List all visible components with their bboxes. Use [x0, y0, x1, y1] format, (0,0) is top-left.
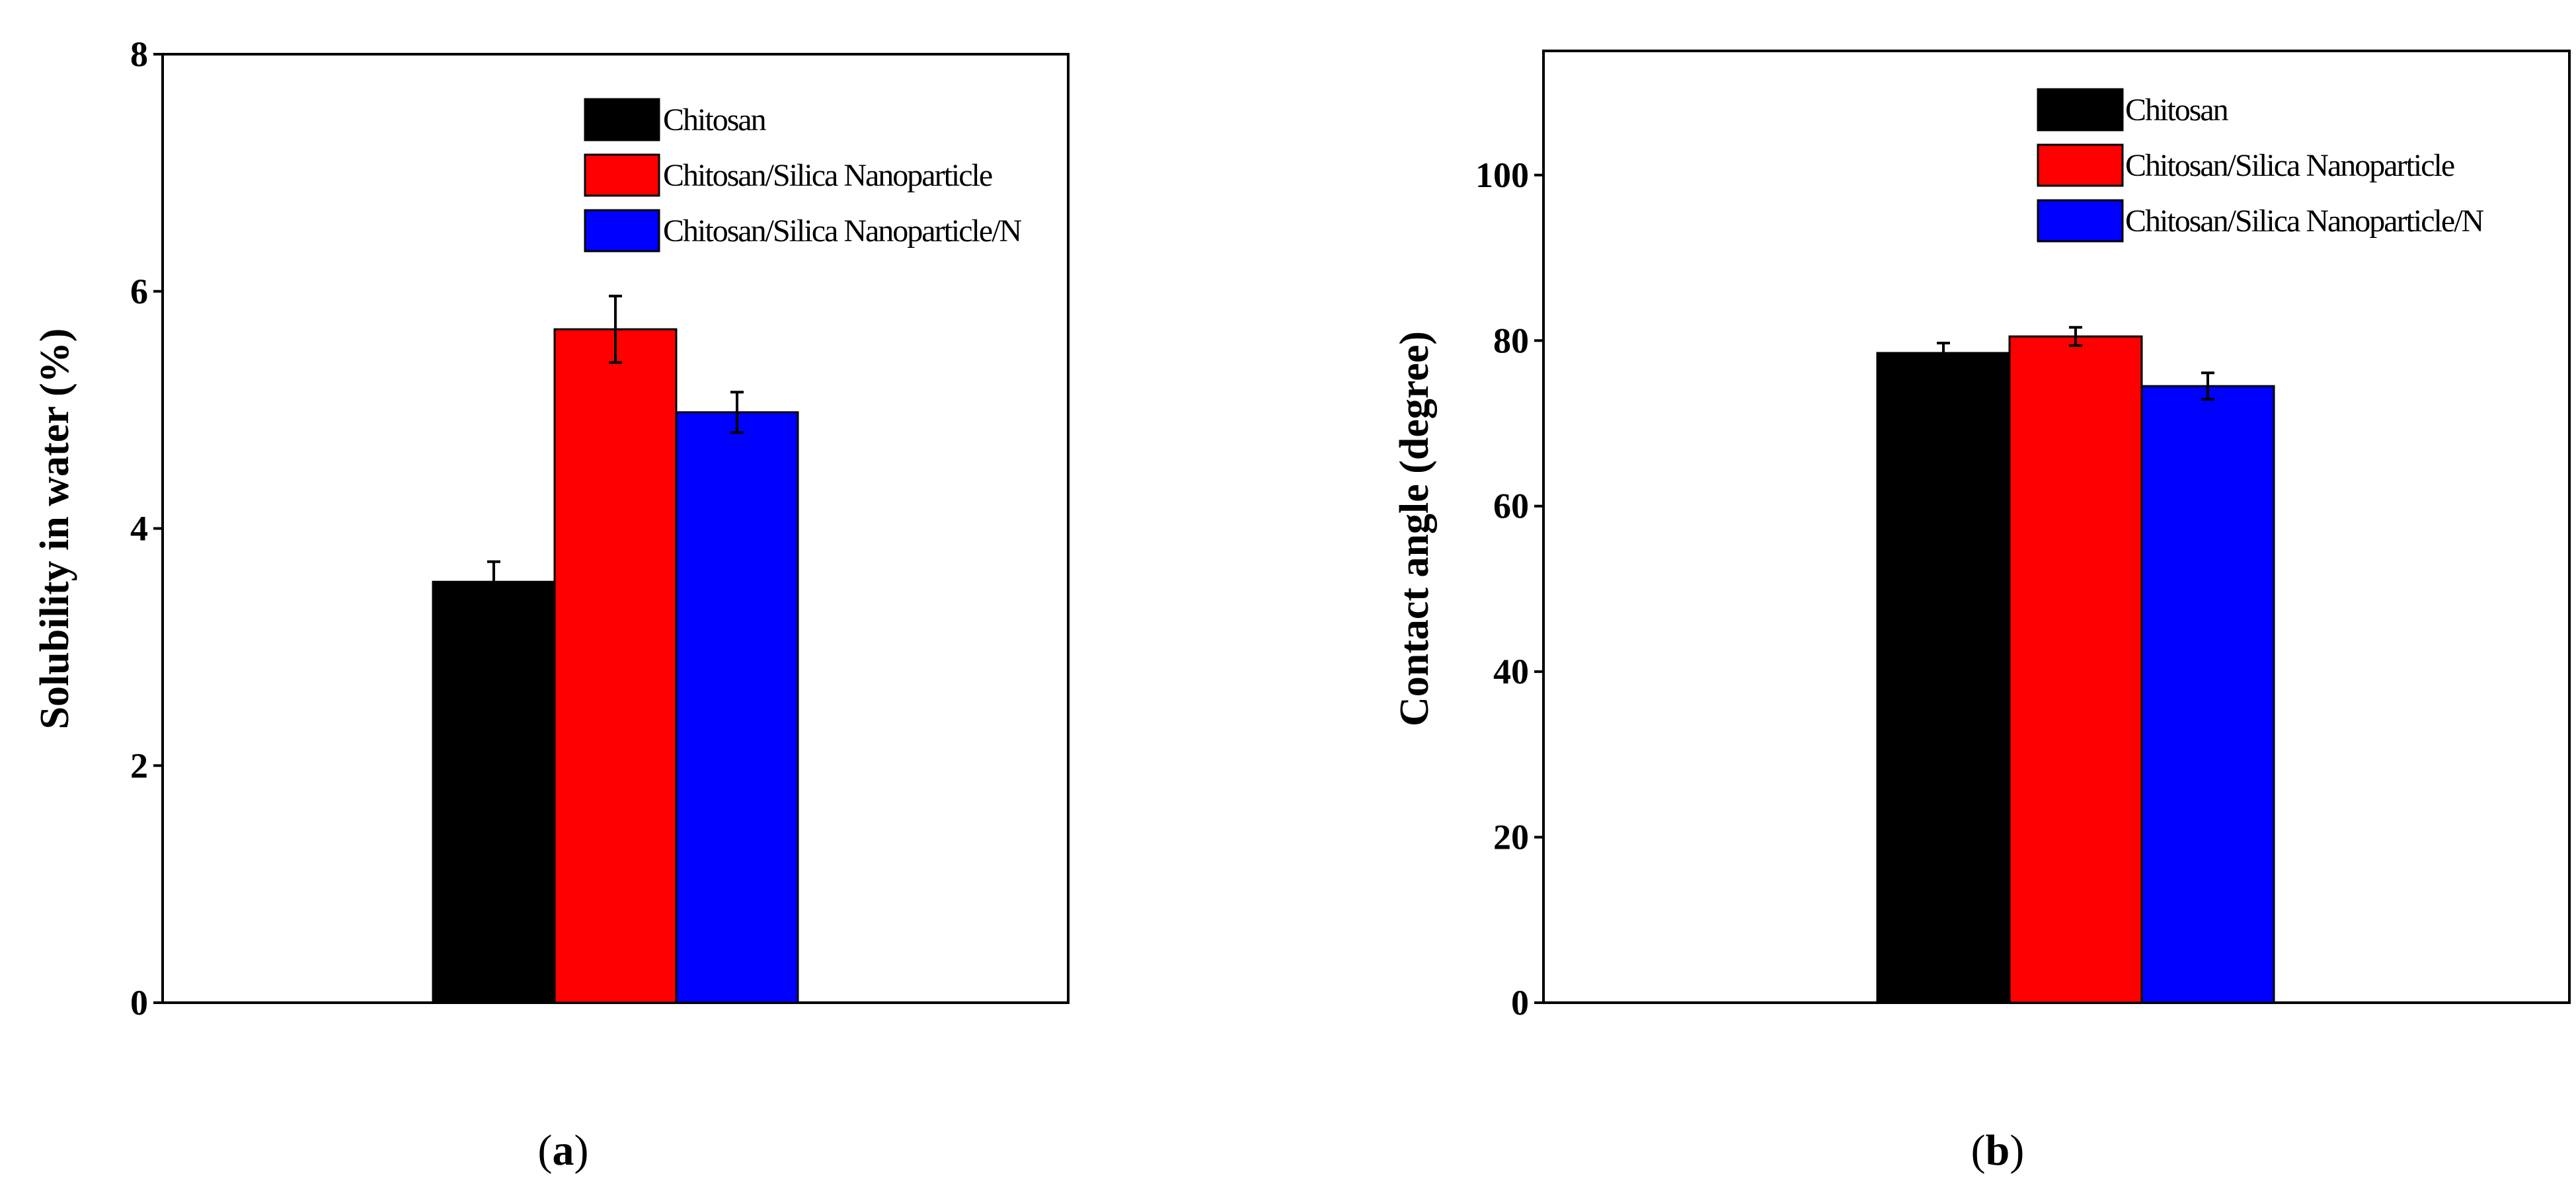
caption-a: (a) — [538, 1126, 589, 1175]
bar-0 — [1876, 352, 2011, 1004]
y-tick-label-3: 6 — [130, 272, 148, 311]
caption-open: ( — [538, 1126, 553, 1175]
y-tick-label-4: 8 — [130, 34, 148, 74]
y-tick-label-3: 60 — [1493, 486, 1529, 526]
y-axis-label: Solubility in water (%) — [32, 329, 77, 730]
caption-letter: b — [1986, 1126, 2010, 1175]
legend-label-1: Chitosan/Silica Nanoparticle — [2125, 148, 2454, 183]
y-axis-label: Contact angle (degree) — [1392, 331, 1437, 726]
legend: Chitosan Chitosan/Silica Nanoparticle Chit… — [584, 98, 1023, 252]
y-tick-label-1: 2 — [130, 746, 148, 785]
y-tick-label-4: 80 — [1493, 321, 1529, 360]
legend-swatch-2 — [2037, 199, 2124, 243]
y-tick-label-2: 40 — [1493, 652, 1529, 691]
legend-swatch-2 — [584, 209, 660, 252]
error-bars — [1937, 326, 2214, 401]
legend-swatch-0 — [2037, 88, 2124, 132]
legend-label-1: Chitosan/Silica Nanoparticle — [663, 158, 992, 193]
y-tick-label-1: 20 — [1493, 818, 1529, 857]
legend-label-0: Chitosan — [663, 102, 767, 137]
y-axis-ticks: 0 20 40 60 80 100 — [1475, 155, 1543, 1023]
caption-close: ) — [2010, 1126, 2024, 1175]
bar-2 — [2140, 385, 2275, 1004]
caption-b: (b) — [1971, 1126, 2025, 1175]
bar-2 — [675, 411, 799, 1004]
bar-1 — [2008, 335, 2143, 1004]
legend-swatch-1 — [2037, 143, 2124, 187]
legend-swatch-0 — [584, 98, 660, 141]
panel-b: Contact angle (degree) 0 20 40 60 80 100 Chit… — [1392, 50, 2571, 1023]
y-tick-label-0: 0 — [1511, 983, 1529, 1023]
bars — [1876, 335, 2275, 1004]
bar-1 — [553, 328, 678, 1004]
y-tick-label-0: 0 — [130, 983, 148, 1023]
caption-close: ) — [574, 1126, 589, 1175]
legend-label-2: Chitosan/Silica Nanoparticle/N — [663, 213, 1022, 249]
legend-swatch-1 — [584, 153, 660, 197]
y-axis-ticks: 0 2 4 6 8 — [130, 34, 163, 1023]
legend-label-0: Chitosan — [2125, 93, 2229, 128]
y-tick-label-5: 100 — [1475, 155, 1529, 195]
bars — [432, 328, 799, 1004]
caption-open: ( — [1971, 1126, 1986, 1175]
caption-letter: a — [553, 1126, 574, 1175]
legend: Chitosan Chitosan/Silica Nanoparticle Chit… — [2037, 88, 2485, 243]
y-tick-label-2: 4 — [130, 509, 148, 549]
error-bars — [487, 294, 744, 603]
legend-label-2: Chitosan/Silica Nanoparticle/N — [2125, 204, 2484, 239]
bar-0 — [432, 580, 556, 1004]
